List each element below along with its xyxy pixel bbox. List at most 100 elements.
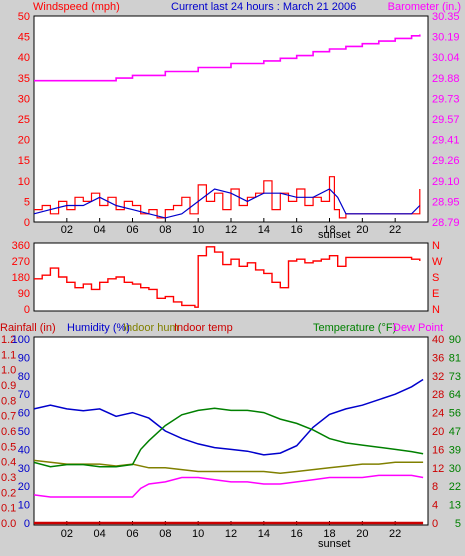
temp-f-tick-label: 47 [449, 426, 461, 438]
x-tick-label: 16 [291, 528, 303, 540]
x-tick-label: 04 [94, 224, 106, 236]
barometer-tick-label: 30.19 [432, 32, 460, 44]
barometer-tick-label: 29.26 [432, 155, 460, 167]
plot-area-wind [33, 15, 429, 223]
series-line [34, 34, 421, 82]
direction-tick-label: 90 [18, 288, 30, 300]
wind-series [33, 34, 421, 219]
temp-f-tick-label: 73 [449, 371, 461, 383]
direction-series [34, 246, 421, 308]
humidity-tick-label: 10 [18, 500, 30, 512]
temp-f-tick-label: 81 [449, 352, 461, 364]
temp-c-ticks: 0 4 8 12 16 20 24 28 32 36 40 [432, 334, 444, 530]
sunset-label-top: sunset [318, 229, 350, 241]
series-line [34, 176, 421, 219]
barometer-tick-label: 29.88 [432, 73, 460, 85]
x-tick-label: 06 [126, 528, 138, 540]
wind-tick-label: 5 [24, 196, 30, 208]
x-tick-label: 02 [61, 528, 73, 540]
temp-f-tick-label: 56 [449, 408, 461, 420]
rain-tick-label: 0.1 [1, 503, 16, 515]
temp-c-tick-label: 16 [432, 444, 444, 456]
legend-rainfall: Rainfall (in) [0, 322, 56, 334]
humidity-tick-label: 50 [18, 426, 30, 438]
compass-tick-label: N [432, 240, 440, 252]
temp-c-tick-label: 8 [432, 481, 438, 493]
temp-f-tick-label: 30 [449, 463, 461, 475]
x-tick-label: 22 [389, 528, 401, 540]
wind-ticks: 0 5 10 15 20 25 30 35 40 45 50 [18, 11, 30, 229]
temp-c-tick-label: 0 [432, 518, 438, 530]
barometer-tick-label: 29.41 [432, 135, 460, 147]
chart-title: Current last 24 hours : March 21 2006 [171, 1, 356, 13]
temp-f-ticks: 5 13 22 30 39 47 56 64 73 81 90 [449, 334, 461, 530]
x-tick-label: 12 [225, 528, 237, 540]
x-tick-label: 18 [323, 224, 335, 236]
legend-indoor-temp: Indoor temp [174, 322, 233, 334]
direction-tick-label: 0 [24, 304, 30, 316]
rain-tick-label: 0.7 [1, 411, 16, 423]
humidity-tick-label: 100 [12, 334, 30, 346]
x-tick-label: 08 [159, 224, 171, 236]
rain-tick-label: 0.4 [1, 457, 16, 469]
wind-axis-label: Windspeed (mph) [33, 1, 120, 13]
x-tick-label: 10 [192, 528, 204, 540]
humidity-tick-label: 90 [18, 352, 30, 364]
temp-c-tick-label: 40 [432, 334, 444, 346]
x-tick-label: 08 [159, 528, 171, 540]
x-tick-label: 18 [323, 528, 335, 540]
direction-degree-ticks: 0 90 180 270 360 [12, 240, 30, 316]
temp-c-tick-label: 4 [432, 500, 438, 512]
temp-c-tick-label: 36 [432, 352, 444, 364]
barometer-tick-label: 30.35 [432, 11, 460, 23]
humidity-line [33, 378, 424, 456]
wind-tick-label: 45 [18, 32, 30, 44]
barometer-tick-label: 29.73 [432, 93, 460, 105]
compass-tick-label: N [432, 304, 440, 316]
temp-c-tick-label: 20 [432, 426, 444, 438]
barometer-tick-label: 28.95 [432, 196, 460, 208]
barometer-ticks: 28.79 28.95 29.10 29.26 29.41 29.57 29.73 29.88… [432, 11, 460, 229]
x-tick-label: 14 [258, 224, 270, 236]
temp-f-tick-label: 90 [449, 334, 461, 346]
temp-f-tick-label: 22 [449, 481, 461, 493]
x-ticks-panel1: 02 04 06 08 10 12 14 16 18 20 22 [61, 218, 401, 236]
legend-humidity: Humidity (%) [67, 322, 130, 334]
barometer-tick-label: 29.57 [432, 114, 460, 126]
rain-tick-label: 0.8 [1, 395, 16, 407]
barometer-axis-label: Barometer (in.) [388, 1, 461, 13]
barometer-tick-label: 29.10 [432, 176, 460, 188]
x-tick-label: 02 [61, 224, 73, 236]
plot-area-direction [33, 242, 429, 312]
x-tick-label: 22 [389, 224, 401, 236]
legend-indoor-hum: Indoor hum [123, 322, 179, 334]
barometer-tick-label: 28.79 [432, 217, 460, 229]
wind-tick-label: 15 [18, 155, 30, 167]
x-tick-label: 20 [356, 224, 368, 236]
direction-tick-label: 270 [12, 256, 30, 268]
indoor-hum-line [33, 459, 424, 475]
rain-tick-label: 0.9 [1, 380, 16, 392]
x-tick-label: 14 [258, 528, 270, 540]
x-ticks-panel3: 02 04 06 08 10 12 14 16 18 20 22 [61, 521, 401, 540]
humidity-tick-label: 0 [24, 518, 30, 530]
temp-c-tick-label: 24 [432, 408, 444, 420]
humidity-tick-label: 20 [18, 481, 30, 493]
direction-tick-label: 360 [12, 240, 30, 252]
x-tick-label: 20 [356, 528, 368, 540]
rain-tick-label: 1.0 [1, 365, 16, 377]
series-line [33, 188, 421, 219]
x-tick-label: 12 [225, 224, 237, 236]
wind-tick-label: 30 [18, 93, 30, 105]
temp-f-tick-label: 64 [449, 389, 461, 401]
x-tick-label: 16 [291, 224, 303, 236]
sunset-label-bottom: sunset [318, 538, 350, 550]
compass-tick-label: E [432, 288, 439, 300]
legend-dew-point: Dew Point [393, 322, 443, 334]
dew-point-line [33, 474, 424, 498]
rain-tick-label: 0.3 [1, 472, 16, 484]
rain-tick-label: 0.2 [1, 487, 16, 499]
